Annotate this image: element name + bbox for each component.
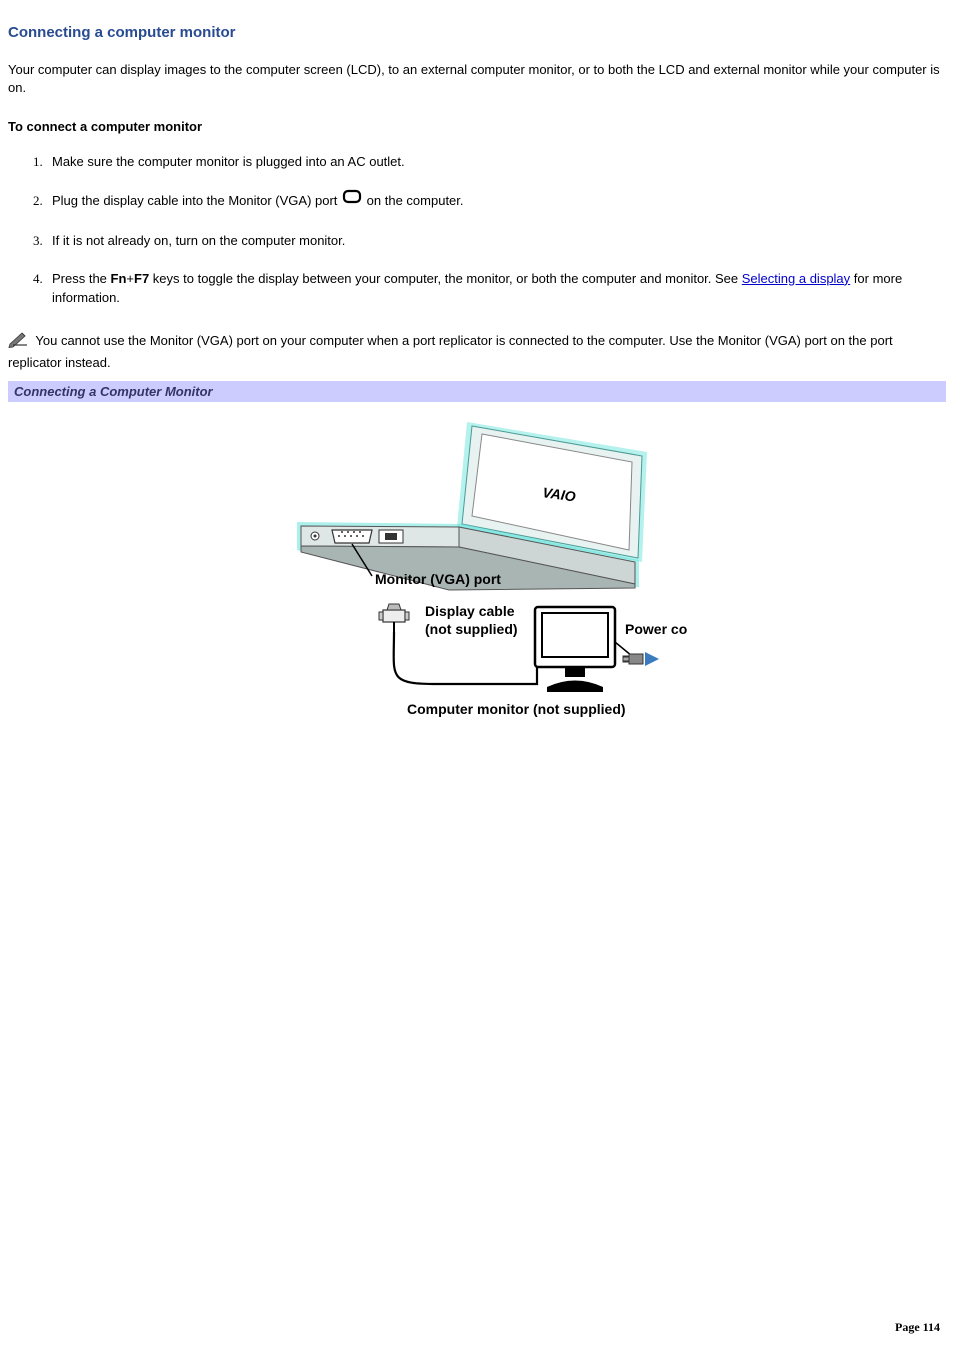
page-number: Page 114 (895, 1320, 940, 1335)
key-f7: F7 (134, 271, 149, 286)
step-2-text-b: on the computer. (367, 193, 464, 208)
step-4-text-b: keys to toggle the display between your … (149, 271, 742, 286)
steps-list: Make sure the computer monitor is plugge… (8, 152, 946, 308)
note-text: You cannot use the Monitor (VGA) port on… (8, 333, 893, 370)
step-3-text: If it is not already on, turn on the com… (52, 233, 345, 248)
monitor-caption: Computer monitor (not supplied) (407, 701, 626, 717)
step-4-text-a: Press the (52, 271, 111, 286)
step-3: If it is not already on, turn on the com… (46, 231, 946, 251)
step-1: Make sure the computer monitor is plugge… (46, 152, 946, 172)
key-plus: + (126, 271, 134, 286)
key-fn: Fn (111, 271, 127, 286)
step-1-text: Make sure the computer monitor is plugge… (52, 154, 405, 169)
sub-heading: To connect a computer monitor (8, 119, 946, 134)
note-pencil-icon (8, 330, 30, 354)
selecting-display-link[interactable]: Selecting a display (742, 271, 850, 286)
step-2: Plug the display cable into the Monitor … (46, 190, 946, 214)
note-block: You cannot use the Monitor (VGA) port on… (8, 330, 946, 373)
step-2-text-a: Plug the display cable into the Monitor … (52, 193, 341, 208)
figure-diagram: VAIO Monitor (VGA) port (8, 402, 946, 745)
step-4: Press the Fn+F7 keys to toggle the displ… (46, 269, 946, 308)
power-cord-label: Power cord (625, 621, 687, 637)
vga-port-icon (341, 188, 363, 212)
display-cable-label-1: Display cable (425, 603, 515, 619)
display-cable-label-2: (not supplied) (425, 621, 518, 637)
vga-port-label: Monitor (VGA) port (375, 571, 501, 587)
intro-paragraph: Your computer can display images to the … (8, 61, 946, 97)
figure-caption: Connecting a Computer Monitor (8, 381, 946, 402)
section-title: Connecting a computer monitor (8, 24, 946, 41)
